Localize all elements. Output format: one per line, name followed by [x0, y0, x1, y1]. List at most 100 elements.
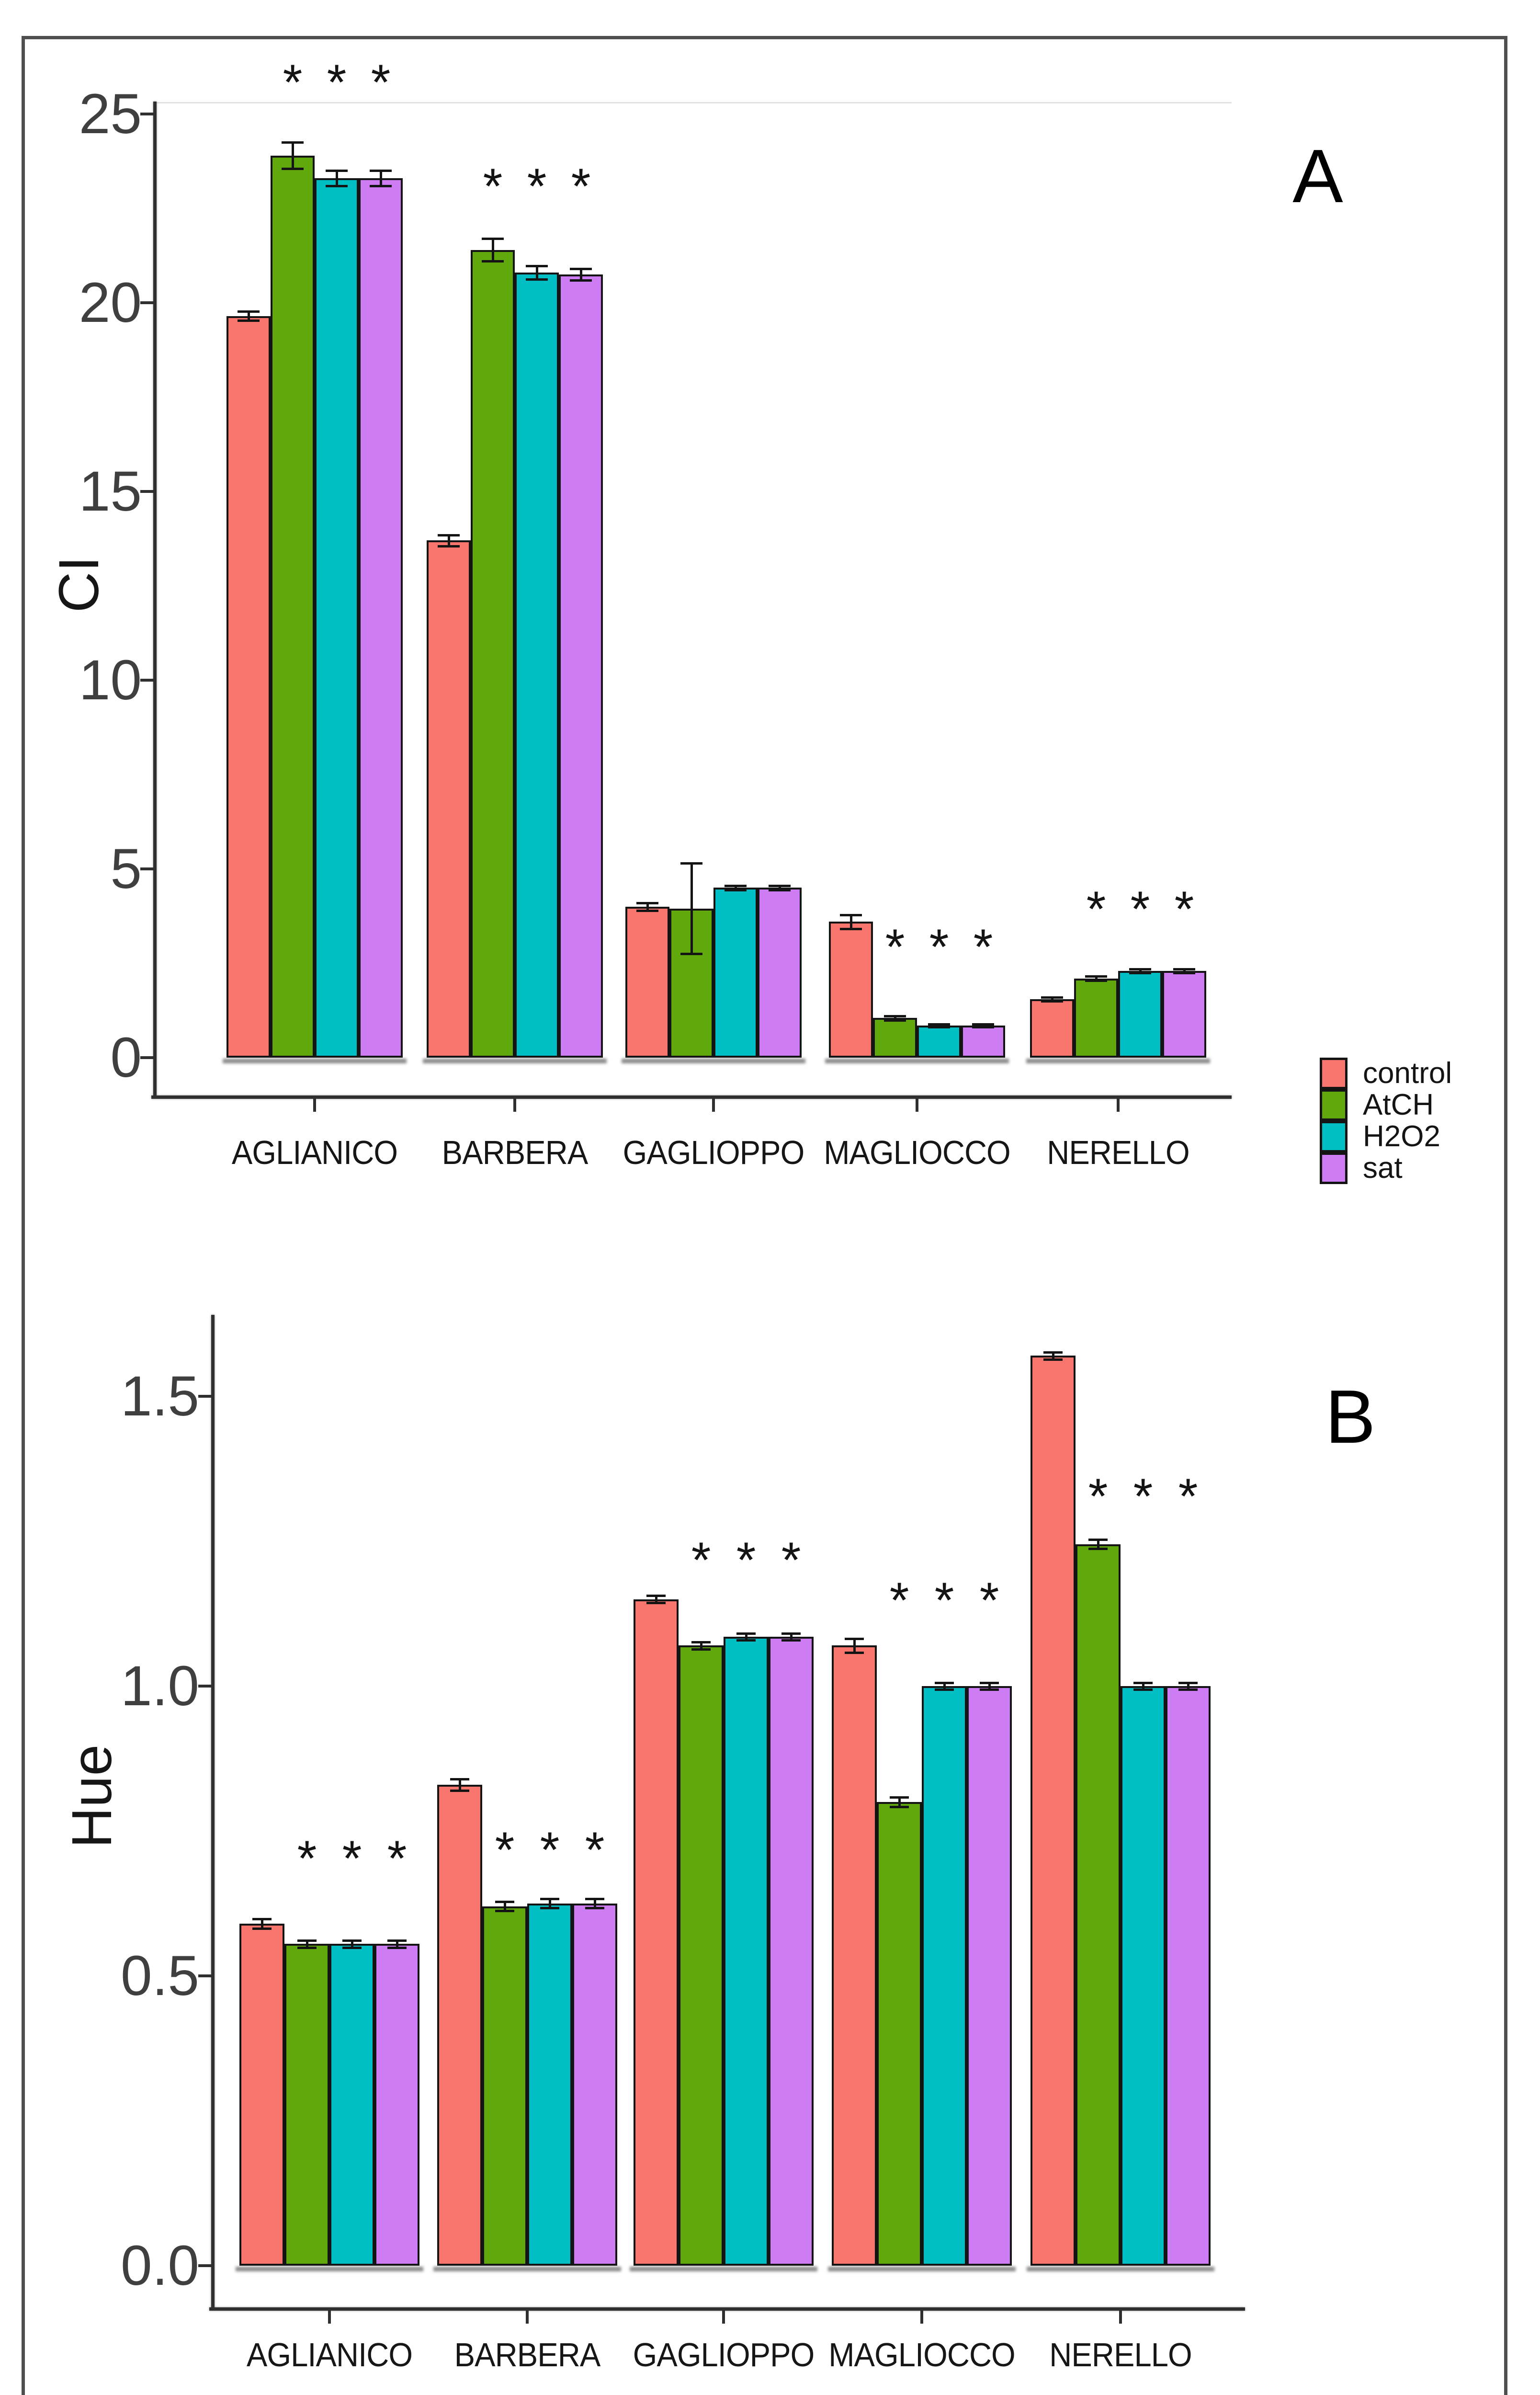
error-bar-cap: [736, 1639, 756, 1642]
bar-sat-barbera: [572, 1903, 617, 2266]
error-bar: [898, 1797, 901, 1807]
error-bar: [503, 1902, 506, 1911]
x-tick: [1117, 1099, 1120, 1112]
significance-asterisk: *: [1130, 881, 1150, 937]
error-bar-cap: [935, 1688, 954, 1691]
error-bar-cap: [935, 1681, 954, 1684]
y-tick-label: 20: [79, 271, 142, 334]
error-bar: [458, 1779, 461, 1791]
significance-asterisk: *: [1086, 881, 1106, 937]
x-category-label: MAGLIOCCO: [828, 2336, 1015, 2373]
significance-asterisk: *: [327, 54, 347, 111]
bar-atch-aglianico: [271, 155, 315, 1058]
bar-sat-nerello: [1166, 1686, 1211, 2266]
x-category-label: NERELLO: [1047, 1134, 1189, 1171]
bar-group-shadow: [630, 2267, 817, 2271]
error-bar: [700, 1642, 702, 1649]
bar-control-nerello: [1030, 999, 1074, 1058]
error-bar-cap: [1129, 971, 1151, 974]
y-tick-label: 1.5: [120, 1365, 199, 1428]
x-tick: [1119, 2311, 1122, 2324]
y-tick: [140, 113, 153, 115]
error-bar-cap: [1133, 1688, 1153, 1691]
error-bar: [1183, 969, 1186, 973]
significance-asterisk: *: [571, 158, 591, 215]
error-bar-cap: [845, 1637, 864, 1640]
legend-label: AtCH: [1363, 1088, 1434, 1121]
error-bar-cap: [342, 1946, 362, 1949]
error-bar: [291, 142, 294, 169]
significance-asterisk: *: [1088, 1468, 1108, 1525]
error-bar-cap: [297, 1946, 317, 1949]
error-bar-cap: [980, 1688, 999, 1691]
error-bar-cap: [526, 264, 548, 267]
bar-control-aglianico: [239, 1924, 284, 2266]
y-tick: [140, 301, 153, 304]
significance-asterisk: *: [889, 1572, 909, 1629]
error-bar: [690, 863, 693, 954]
significance-asterisk: *: [1174, 881, 1194, 937]
panel-b-label: B: [1325, 1375, 1376, 1459]
error-bar: [447, 535, 450, 547]
y-tick: [198, 1395, 211, 1398]
error-bar: [1095, 976, 1098, 981]
bar-group-shadow: [1026, 1059, 1210, 1063]
bar-group-shadow: [622, 1059, 805, 1063]
legend-swatch-atch: [1320, 1089, 1348, 1121]
significance-asterisk: *: [781, 1532, 801, 1588]
error-bar: [938, 1024, 940, 1027]
error-bar-cap: [387, 1939, 407, 1942]
significance-asterisk: *: [1178, 1468, 1198, 1525]
error-bar-cap: [890, 1796, 909, 1799]
y-tick-label: 0.5: [120, 1944, 199, 2007]
bar-control-magliocco: [832, 1645, 877, 2266]
bar-group-shadow: [433, 2267, 621, 2271]
significance-asterisk: *: [387, 1830, 407, 1887]
error-bar: [1142, 1682, 1144, 1690]
error-bar: [1052, 1352, 1054, 1359]
error-bar: [853, 1638, 856, 1653]
error-bar-cap: [252, 1918, 272, 1921]
error-bar-cap: [282, 141, 304, 144]
error-bar: [535, 265, 538, 280]
bar-h2o2-barbera: [527, 1903, 572, 2266]
bar-atch-nerello: [1076, 1544, 1121, 2266]
error-bar-cap: [725, 884, 747, 887]
bar-sat-magliocco: [967, 1686, 1012, 2266]
significance-asterisk: *: [691, 1532, 711, 1588]
significance-asterisk: *: [973, 919, 993, 975]
error-bar-cap: [840, 927, 862, 930]
y-tick: [140, 679, 153, 682]
bar-atch-barbera: [471, 250, 515, 1058]
error-bar-cap: [736, 1632, 756, 1635]
significance-asterisk: *: [371, 54, 391, 111]
error-bar-cap: [636, 909, 658, 912]
error-bar-cap: [387, 1946, 407, 1949]
bar-h2o2-aglianico: [315, 178, 359, 1058]
error-bar-cap: [495, 1910, 514, 1913]
error-bar: [491, 239, 494, 262]
x-axis-line: [209, 2307, 1245, 2311]
error-bar: [790, 1633, 793, 1641]
error-bar-cap: [370, 184, 392, 187]
panel-top-line: [155, 102, 1232, 103]
y-tick: [140, 490, 153, 493]
error-bar-cap: [326, 184, 348, 187]
error-bar: [335, 171, 338, 186]
bar-group-shadow: [423, 1059, 607, 1063]
y-tick-label: 5: [110, 837, 142, 901]
error-bar: [1139, 969, 1142, 973]
error-bar-cap: [890, 1805, 909, 1808]
error-bar-cap: [1178, 1681, 1198, 1684]
error-bar-cap: [585, 1907, 604, 1910]
error-bar-cap: [781, 1632, 801, 1635]
y-tick-label: 10: [79, 649, 142, 712]
error-bar-cap: [1085, 980, 1107, 982]
error-bar-cap: [540, 1907, 559, 1910]
error-bar-cap: [769, 884, 791, 887]
bar-group-shadow: [223, 1059, 407, 1063]
figure-border: [22, 36, 1507, 2395]
significance-asterisk: *: [885, 919, 905, 975]
bar-atch-gaglioppo: [679, 1645, 724, 2266]
significance-asterisk: *: [585, 1822, 605, 1878]
